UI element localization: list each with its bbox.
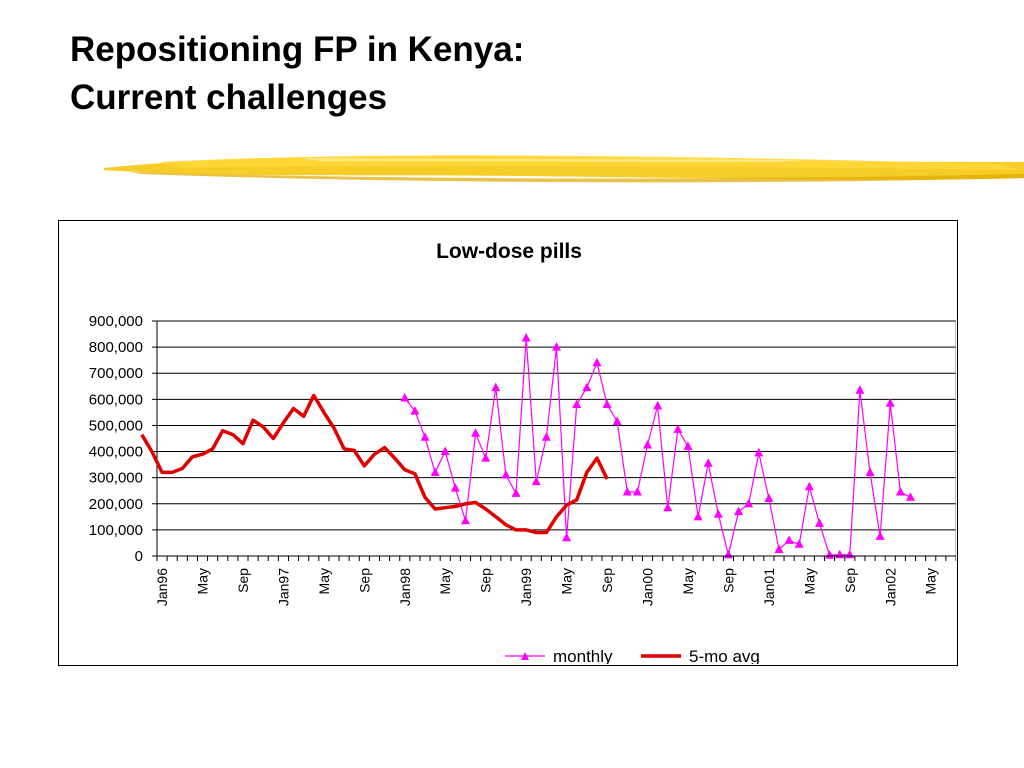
x-tick-label: Jan00 (640, 568, 656, 606)
monthly-point (481, 453, 491, 462)
monthly-point (875, 531, 885, 540)
x-tick-label: May (316, 568, 332, 594)
x-tick-label: Sep (842, 568, 858, 593)
y-tick-label: 100,000 (89, 522, 143, 539)
chart-frame: Low-dose pills 0 100,000 200,000 300,000 400… (58, 220, 958, 666)
monthly-point (744, 498, 754, 508)
monthly-point (905, 492, 915, 501)
x-tick-label: Jan01 (761, 568, 777, 606)
monthly-point (531, 476, 541, 486)
monthly-point (673, 424, 683, 433)
chart-legend: monthly 5-mo avg (499, 639, 789, 664)
legend-monthly-marker (521, 652, 529, 660)
monthly-point (471, 428, 481, 437)
monthly-point (643, 440, 653, 449)
monthly-point (501, 470, 511, 479)
slide-title-line-1: Repositioning FP in Kenya: (70, 30, 525, 69)
monthly-point (693, 511, 703, 521)
monthly-point (835, 549, 845, 559)
x-tick-label: May (680, 568, 696, 594)
monthly-point (430, 467, 440, 476)
monthly-point (784, 535, 794, 544)
monthly-point (511, 488, 521, 497)
monthly-point (460, 515, 470, 525)
monthly-point (552, 342, 561, 351)
monthly-point (895, 487, 905, 496)
monthly-point (703, 458, 713, 467)
monthly-point (632, 487, 642, 496)
y-tick-label: 700,000 (89, 365, 143, 382)
monthly-point (521, 332, 531, 342)
monthly-point (491, 382, 501, 392)
monthly-point (612, 416, 622, 426)
monthly-point (764, 493, 774, 503)
monthly-point (440, 446, 450, 456)
y-tick-label: 0 (135, 548, 143, 565)
slide-title-line-2: Current challenges (70, 78, 388, 117)
x-tick-label: Jan99 (518, 568, 534, 606)
monthly-point (683, 441, 693, 450)
x-tick-label: May (801, 568, 817, 594)
series-monthly-line (404, 337, 911, 556)
monthly-point (845, 549, 855, 559)
monthly-point (653, 400, 663, 410)
chart-title: Low-dose pills (436, 240, 582, 263)
chart-svg: Low-dose pills 0 100,000 200,000 300,000 400… (89, 240, 956, 664)
monthly-point (592, 357, 602, 367)
x-tick-label: May (923, 568, 939, 594)
monthly-point (734, 506, 744, 516)
x-tick-label: Sep (235, 568, 251, 593)
x-tick-label: Sep (720, 568, 736, 593)
monthly-point (562, 532, 572, 542)
x-tick-label: Sep (478, 568, 494, 593)
x-tick-label: May (559, 568, 575, 594)
y-tick-label: 900,000 (89, 313, 143, 330)
x-tick-label: May (437, 568, 453, 594)
monthly-point (865, 467, 875, 476)
monthly-point (541, 432, 551, 441)
monthly-point (754, 447, 764, 457)
x-tick-label: Jan97 (275, 568, 291, 606)
monthly-point (602, 399, 612, 409)
y-tick-label: 500,000 (89, 417, 143, 434)
x-tick-label: May (195, 568, 211, 594)
plot-area: 0 100,000 200,000 300,000 400,000 500,000 600,… (89, 313, 956, 606)
legend-avg-label: 5-mo avg (689, 647, 760, 664)
monthly-point (885, 398, 895, 407)
legend-monthly-label: monthly (553, 647, 613, 664)
x-tick-label: Jan98 (397, 568, 413, 606)
monthly-point (723, 549, 733, 559)
monthly-point (855, 385, 865, 394)
monthly-point (804, 481, 814, 491)
monthly-point (663, 502, 673, 512)
x-tick-label: Sep (599, 568, 615, 593)
monthly-point (794, 539, 804, 548)
y-tick-label: 800,000 (89, 339, 143, 356)
x-tick-label: Sep (356, 568, 372, 593)
slide-title: Repositioning FP in Kenya: Current chall… (70, 26, 524, 122)
monthly-point (825, 550, 835, 559)
monthly-point (713, 509, 723, 518)
legend-box (499, 639, 789, 664)
y-tick-label: 200,000 (89, 496, 143, 513)
monthly-point (572, 399, 582, 409)
monthly-point (814, 518, 824, 527)
monthly-point (410, 406, 420, 415)
x-tick-label: Jan02 (882, 568, 898, 606)
monthly-point (622, 487, 632, 496)
y-tick-label: 400,000 (89, 444, 143, 461)
brush-stroke-decoration (104, 155, 1024, 183)
series-5mo-avg-line (140, 393, 609, 535)
x-tick-label: Jan96 (154, 568, 170, 606)
monthly-point (420, 432, 430, 441)
y-tick-label: 300,000 (89, 470, 143, 487)
monthly-point (774, 544, 784, 553)
y-tick-label: 600,000 (89, 391, 143, 408)
monthly-point (400, 393, 410, 402)
monthly-point (450, 483, 460, 492)
monthly-point (582, 382, 592, 392)
